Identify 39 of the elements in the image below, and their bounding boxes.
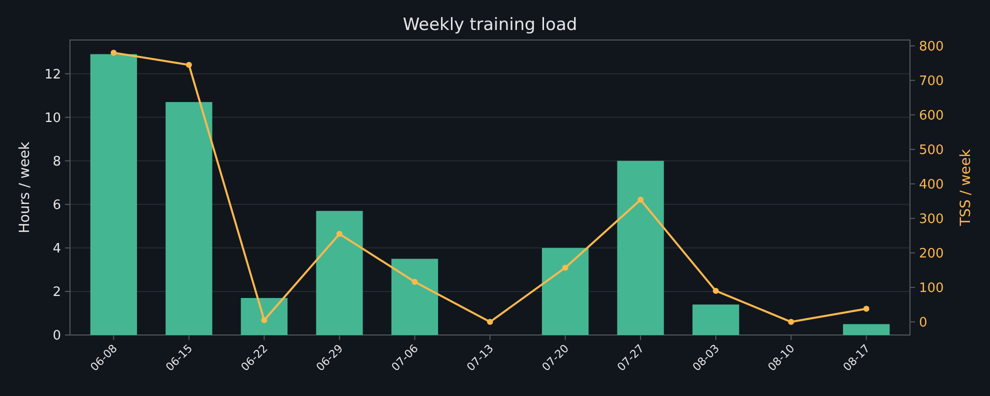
chart-title: Weekly training load — [402, 15, 578, 35]
point — [712, 288, 719, 294]
bar — [391, 258, 438, 335]
y2-tick-label: 800 — [919, 39, 944, 54]
y-tick-label: 4 — [52, 241, 61, 256]
y2-tick-label: 700 — [919, 74, 944, 89]
y2-axis-title: TSS / week — [958, 148, 974, 227]
point — [788, 318, 794, 325]
bar — [90, 54, 137, 335]
point — [412, 278, 418, 285]
y-tick-label: 12 — [44, 67, 61, 82]
point — [638, 196, 644, 203]
y-tick-label: 8 — [52, 154, 61, 170]
bar — [316, 210, 363, 335]
y-tick-label: 2 — [52, 285, 61, 300]
bar — [240, 298, 288, 335]
y2-tick-label: 600 — [919, 108, 944, 124]
y2-tick-label: 300 — [919, 212, 944, 227]
bar — [692, 304, 740, 335]
y2-tick-label: 0 — [919, 315, 928, 330]
point — [186, 62, 192, 68]
y2-tick-label: 500 — [919, 142, 944, 158]
bar — [166, 102, 212, 335]
y-axis-title: Hours / week — [17, 140, 33, 234]
y2-tick-label: 400 — [919, 177, 944, 192]
bar — [843, 324, 890, 335]
point — [863, 306, 870, 312]
point — [110, 50, 117, 56]
y-tick-label: 6 — [52, 198, 61, 213]
point — [562, 264, 568, 271]
point — [261, 317, 268, 324]
point — [336, 230, 342, 237]
y-tick-label: 0 — [52, 328, 61, 344]
y2-tick-label: 200 — [919, 246, 944, 262]
point — [487, 318, 493, 325]
y-tick-label: 10 — [44, 110, 61, 126]
bar — [542, 248, 589, 335]
bar — [617, 160, 664, 335]
y2-tick-label: 100 — [919, 280, 944, 296]
